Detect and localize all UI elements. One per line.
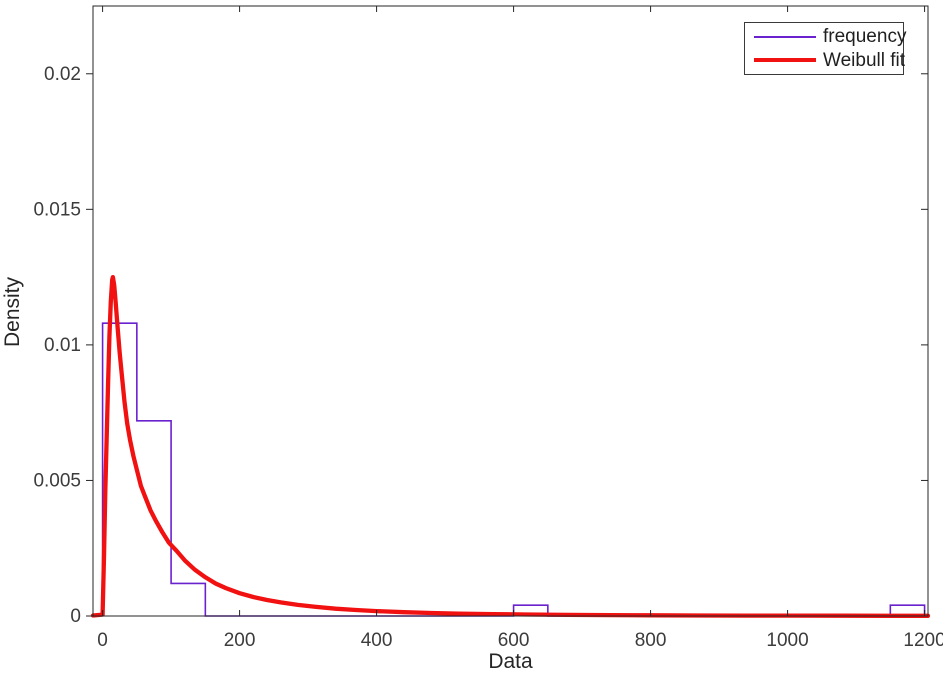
weibull-fit-line-swatch [754, 58, 816, 63]
x-tick-label: 200 [224, 630, 256, 651]
x-tick-label: 400 [361, 630, 393, 651]
legend-entry-weibull-fit: Weibull fit [745, 49, 906, 73]
x-axis-label: Data [488, 650, 533, 673]
legend-entry-frequency: frequency [745, 25, 907, 49]
y-tick-label: 0.02 [44, 64, 81, 85]
legend-label-frequency: frequency [823, 26, 907, 48]
x-tick-label: 1200 [903, 630, 943, 651]
x-tick-label: 0 [97, 630, 108, 651]
plot-border [92, 5, 929, 617]
y-tick-label: 0 [70, 606, 81, 627]
frequency-line-swatch [754, 35, 816, 38]
y-tick-label: 0.01 [44, 335, 81, 356]
legend: frequency Weibull fit [744, 22, 907, 75]
x-tick-label: 1000 [766, 630, 808, 651]
x-tick-label: 600 [498, 630, 530, 651]
histogram-outline [101, 322, 926, 617]
y-tick-label: 0.005 [33, 470, 81, 491]
legend-label-weibull-fit: Weibull fit [823, 49, 906, 71]
x-tick-label: 800 [635, 630, 667, 651]
weibull-curve [90, 274, 931, 618]
y-axis-label: Density [1, 276, 24, 348]
y-tick-label: 0.015 [33, 199, 81, 220]
